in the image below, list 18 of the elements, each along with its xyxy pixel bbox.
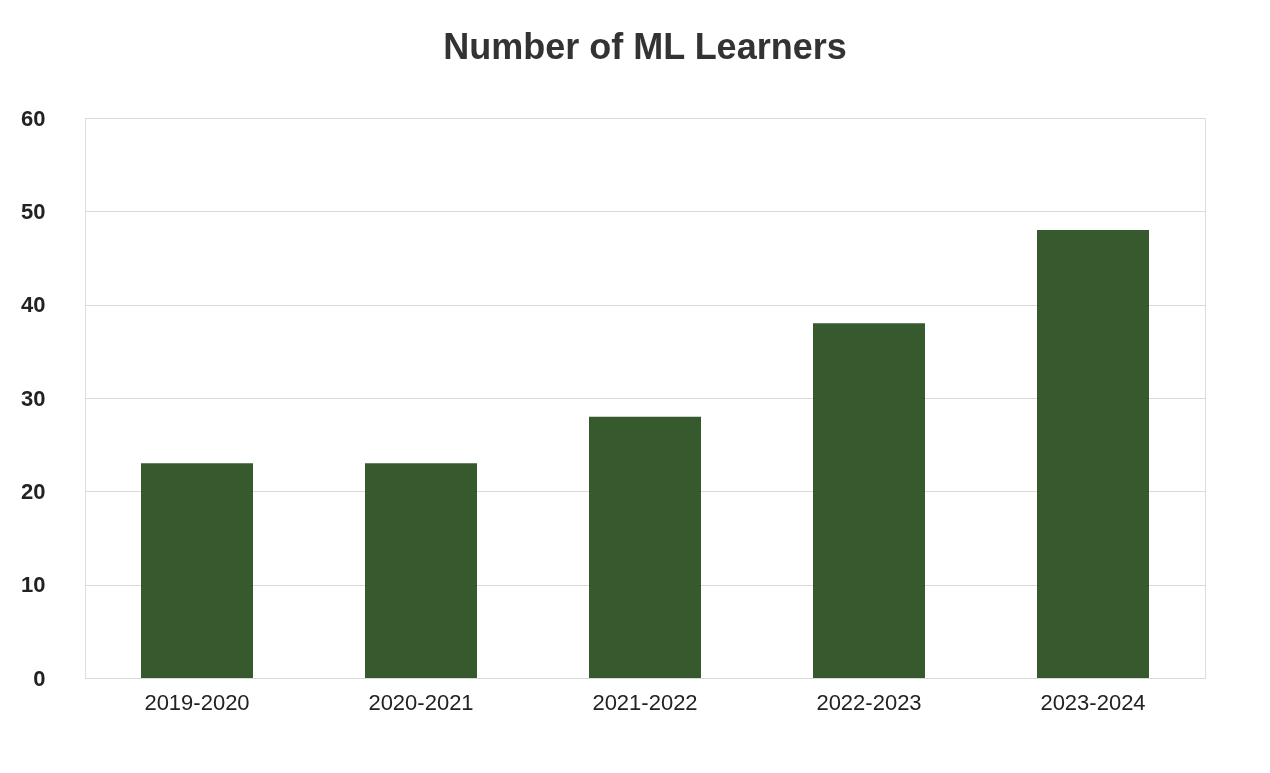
y-tick-label: 50 xyxy=(21,198,46,224)
y-tick-label: 10 xyxy=(21,572,46,598)
bar xyxy=(1037,230,1149,678)
y-tick-label: 60 xyxy=(21,105,46,131)
x-tick-label: 2019-2020 xyxy=(144,689,250,715)
bar xyxy=(141,463,253,678)
bar xyxy=(589,416,701,678)
chart-title: Number of ML Learners xyxy=(443,26,847,67)
x-tick-label: 2021-2022 xyxy=(592,689,698,715)
x-tick-label: 2022-2023 xyxy=(816,689,922,715)
y-tick-label: 0 xyxy=(33,665,46,691)
y-tick-label: 30 xyxy=(21,385,46,411)
y-tick-label: 40 xyxy=(21,292,46,318)
bar xyxy=(365,463,477,678)
bar xyxy=(813,323,925,678)
y-tick-label: 20 xyxy=(21,478,46,504)
x-tick-label: 2020-2021 xyxy=(368,689,474,715)
x-tick-label: 2023-2024 xyxy=(1040,689,1146,715)
